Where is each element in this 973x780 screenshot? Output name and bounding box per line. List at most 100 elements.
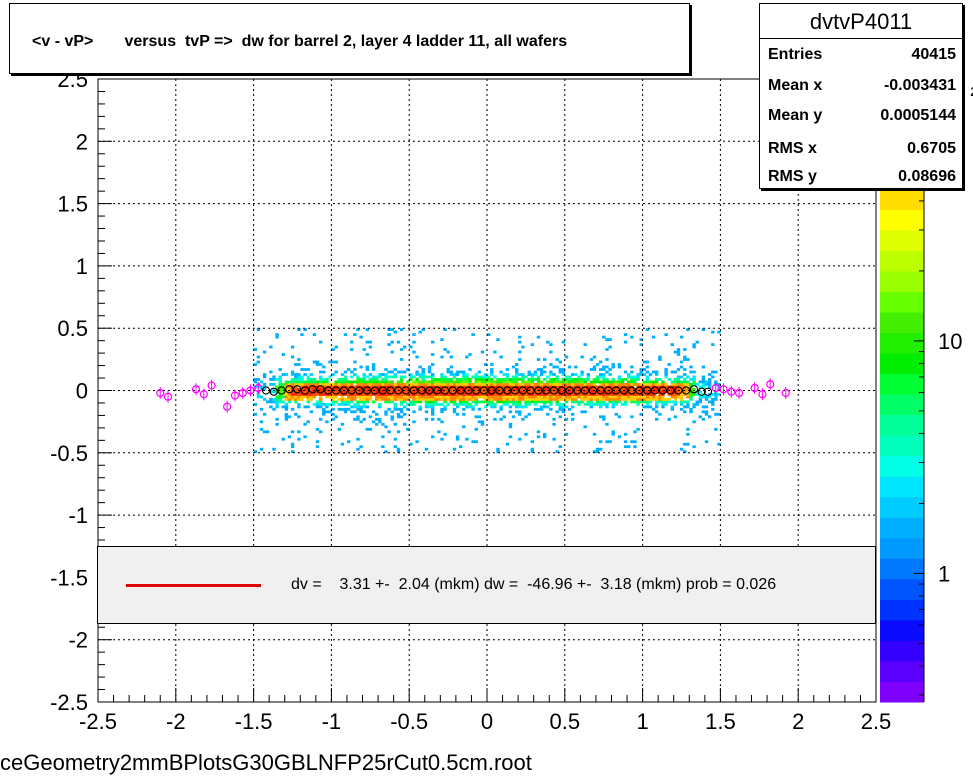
heatmap-cell <box>297 393 301 396</box>
heatmap-cell <box>427 380 432 384</box>
heatmap-cell <box>673 393 678 396</box>
heatmap-cell <box>502 383 506 386</box>
heatmap-cell <box>704 410 709 414</box>
heatmap-cell <box>455 383 460 386</box>
heatmap-cell <box>275 385 279 389</box>
heatmap-cell <box>490 388 494 391</box>
heatmap-cell <box>561 405 566 409</box>
heatmap-cell <box>683 380 687 384</box>
heatmap-cell <box>375 412 379 416</box>
heatmap-cell <box>465 437 469 441</box>
heatmap-cell <box>434 398 438 401</box>
heatmap-cell <box>686 403 690 406</box>
heatmap-cell <box>340 407 345 411</box>
heatmap-cell <box>496 338 500 341</box>
profile-point-black <box>386 386 395 395</box>
heatmap-cell <box>639 398 643 401</box>
profile-point-black <box>619 386 629 395</box>
heatmap-cell <box>592 365 597 369</box>
heatmap-cell <box>533 403 538 406</box>
heatmap-cell <box>290 378 295 381</box>
heatmap-cell <box>608 338 612 341</box>
heatmap-cell <box>359 388 363 391</box>
heatmap-cell <box>508 422 513 426</box>
heatmap-cell <box>319 390 323 394</box>
heatmap-cell <box>552 378 556 381</box>
heatmap-cell <box>527 400 531 404</box>
heatmap-cell <box>371 388 376 391</box>
heatmap-cell <box>499 390 503 394</box>
heatmap-cell <box>440 385 444 389</box>
heatmap-cell <box>558 360 562 364</box>
heatmap-cell <box>670 395 674 399</box>
heatmap-cell <box>530 375 534 379</box>
heatmap-cell <box>614 398 618 401</box>
heatmap-cell <box>259 420 264 424</box>
heatmap-cell <box>620 393 625 396</box>
heatmap-cell <box>546 375 550 379</box>
heatmap-cell <box>539 395 544 399</box>
heatmap-cell <box>527 378 531 381</box>
heatmap-cell <box>611 385 615 389</box>
heatmap-cell <box>533 407 538 411</box>
heatmap-cell <box>620 395 625 399</box>
heatmap-cell <box>362 417 366 421</box>
heatmap-cell <box>431 417 435 421</box>
heatmap-cell <box>253 348 257 351</box>
heatmap-cell <box>524 403 528 406</box>
heatmap-cell <box>552 398 556 401</box>
heatmap-cell <box>664 383 668 386</box>
heatmap-cell <box>564 380 569 384</box>
heatmap-cell <box>297 358 301 361</box>
heatmap-cell <box>281 383 285 386</box>
heatmap-cell <box>431 363 435 366</box>
stats-key: Entries <box>768 46 823 63</box>
heatmap-cell <box>605 422 609 426</box>
heatmap-cell <box>483 373 488 376</box>
heatmap-cell <box>642 395 646 399</box>
heatmap-cell <box>614 388 618 391</box>
heatmap-cell <box>309 393 313 396</box>
heatmap-cell <box>337 378 341 381</box>
heatmap-cell <box>511 375 516 379</box>
heatmap-cell <box>505 378 510 381</box>
heatmap-cell <box>552 417 556 421</box>
heatmap-cell <box>393 373 397 376</box>
heatmap-cell <box>319 398 323 401</box>
heatmap-cell <box>496 390 500 394</box>
heatmap-cell <box>371 410 376 414</box>
heatmap-cell <box>418 407 422 411</box>
heatmap-cell <box>294 400 298 404</box>
heatmap-cell <box>508 398 513 401</box>
heatmap-cell <box>452 388 457 391</box>
heatmap-cell <box>595 400 600 404</box>
heatmap-cell <box>319 403 323 406</box>
heatmap-cell <box>518 400 522 404</box>
heatmap-cell <box>390 398 394 401</box>
heatmap-cell <box>701 328 706 331</box>
heatmap-cell <box>290 355 295 359</box>
heatmap-cell <box>371 378 376 381</box>
heatmap-cell <box>256 355 261 359</box>
heatmap-cell <box>431 405 435 409</box>
heatmap-cell <box>455 412 460 416</box>
heatmap-cell <box>627 395 631 399</box>
heatmap-cell <box>409 442 413 446</box>
heatmap-cell <box>586 385 590 389</box>
heatmap-cell <box>343 383 348 386</box>
heatmap-cell <box>683 410 687 414</box>
heatmap-cell <box>639 388 643 391</box>
heatmap-cell <box>676 353 681 356</box>
heatmap-cell <box>711 407 715 411</box>
heatmap-cell <box>595 375 600 379</box>
heatmap-cell <box>515 375 519 379</box>
heatmap-cell <box>536 335 541 339</box>
heatmap-cell <box>670 380 674 384</box>
heatmap-cell <box>714 395 718 399</box>
heatmap-cell <box>670 405 674 409</box>
heatmap-cell <box>415 393 419 396</box>
heatmap-cell <box>505 388 510 391</box>
heatmap-cell <box>399 375 404 379</box>
heatmap-cell <box>571 417 575 421</box>
heatmap-cell <box>658 383 662 386</box>
